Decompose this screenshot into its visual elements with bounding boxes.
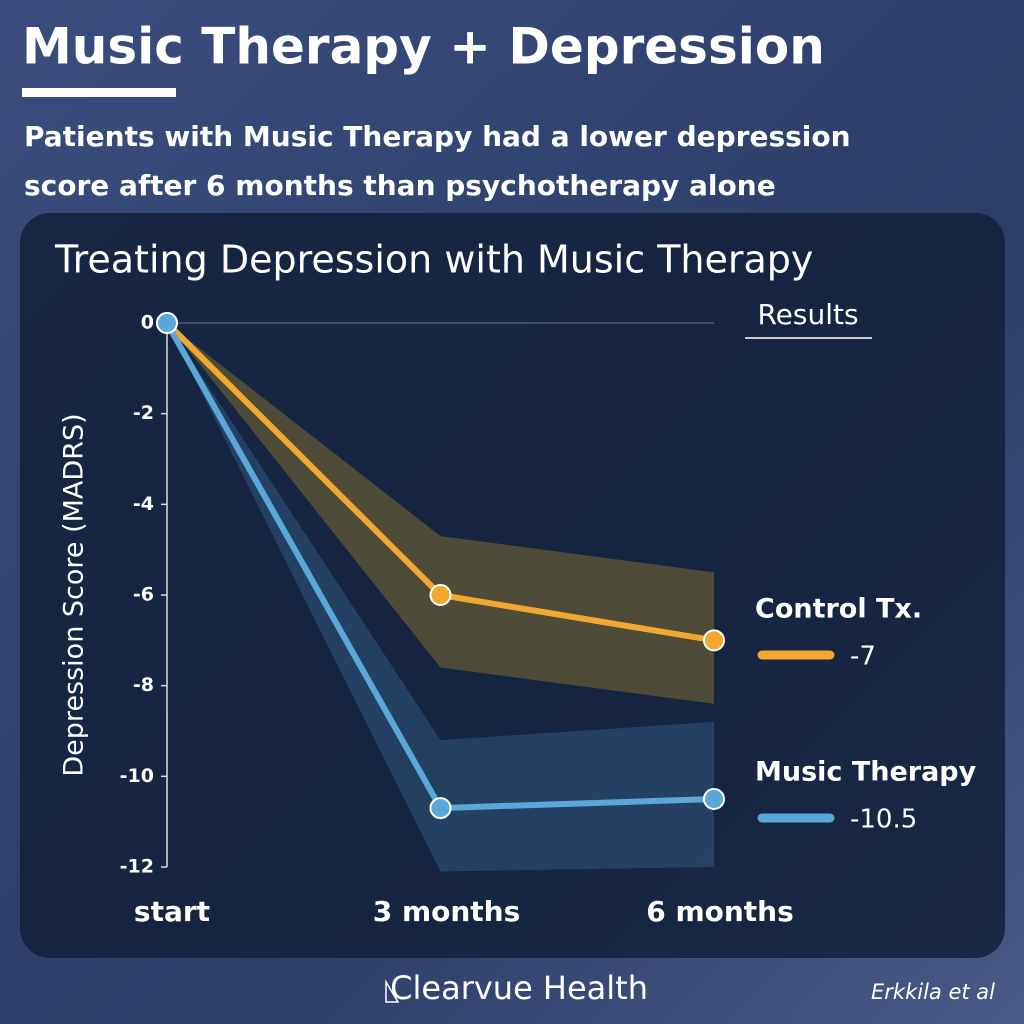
y-tick-label: -4 — [133, 493, 154, 515]
legend-value: -7 — [850, 642, 876, 672]
confidence-band — [167, 323, 714, 872]
x-tick-label: 6 months — [646, 895, 794, 928]
legend-label: Control Tx. — [755, 594, 922, 625]
data-point — [703, 788, 725, 810]
data-point — [156, 312, 178, 334]
y-tick-label: -8 — [133, 674, 154, 696]
brand: Clearvue Health — [390, 969, 648, 1007]
data-point — [429, 797, 452, 820]
y-tick-label: -10 — [120, 765, 154, 787]
y-tick-label: -2 — [133, 402, 154, 424]
x-tick-label: start — [134, 895, 210, 928]
chart-title: Treating Depression with Music Therapy — [54, 238, 813, 282]
subtitle: Patients with Music Therapy had a lower … — [24, 120, 851, 153]
subtitle: score after 6 months than psychotherapy … — [24, 169, 776, 202]
data-point — [429, 584, 452, 606]
confidence-band — [167, 323, 714, 704]
y-axis-label: Depression Score (MADRS) — [59, 413, 90, 776]
chart-panel — [20, 213, 1005, 958]
y-tick-label: -12 — [120, 856, 154, 878]
y-tick-label: 0 — [141, 312, 154, 334]
plot: 0 -2 -4 -6 -8 -10 -12 start 3 months 6 months Cont… — [120, 312, 977, 929]
data-point — [703, 629, 725, 652]
brand-logo — [385, 979, 400, 1003]
title: Music Therapy + Depression — [22, 18, 825, 76]
title-underline — [22, 88, 176, 97]
legend-title: Results — [757, 298, 858, 331]
legend-label: Music Therapy — [755, 757, 977, 788]
legend-value: -10.5 — [850, 805, 917, 835]
credit: Erkkila et al — [871, 980, 995, 1004]
y-tick-label: -6 — [133, 584, 154, 606]
x-tick-label: 3 months — [373, 895, 521, 928]
